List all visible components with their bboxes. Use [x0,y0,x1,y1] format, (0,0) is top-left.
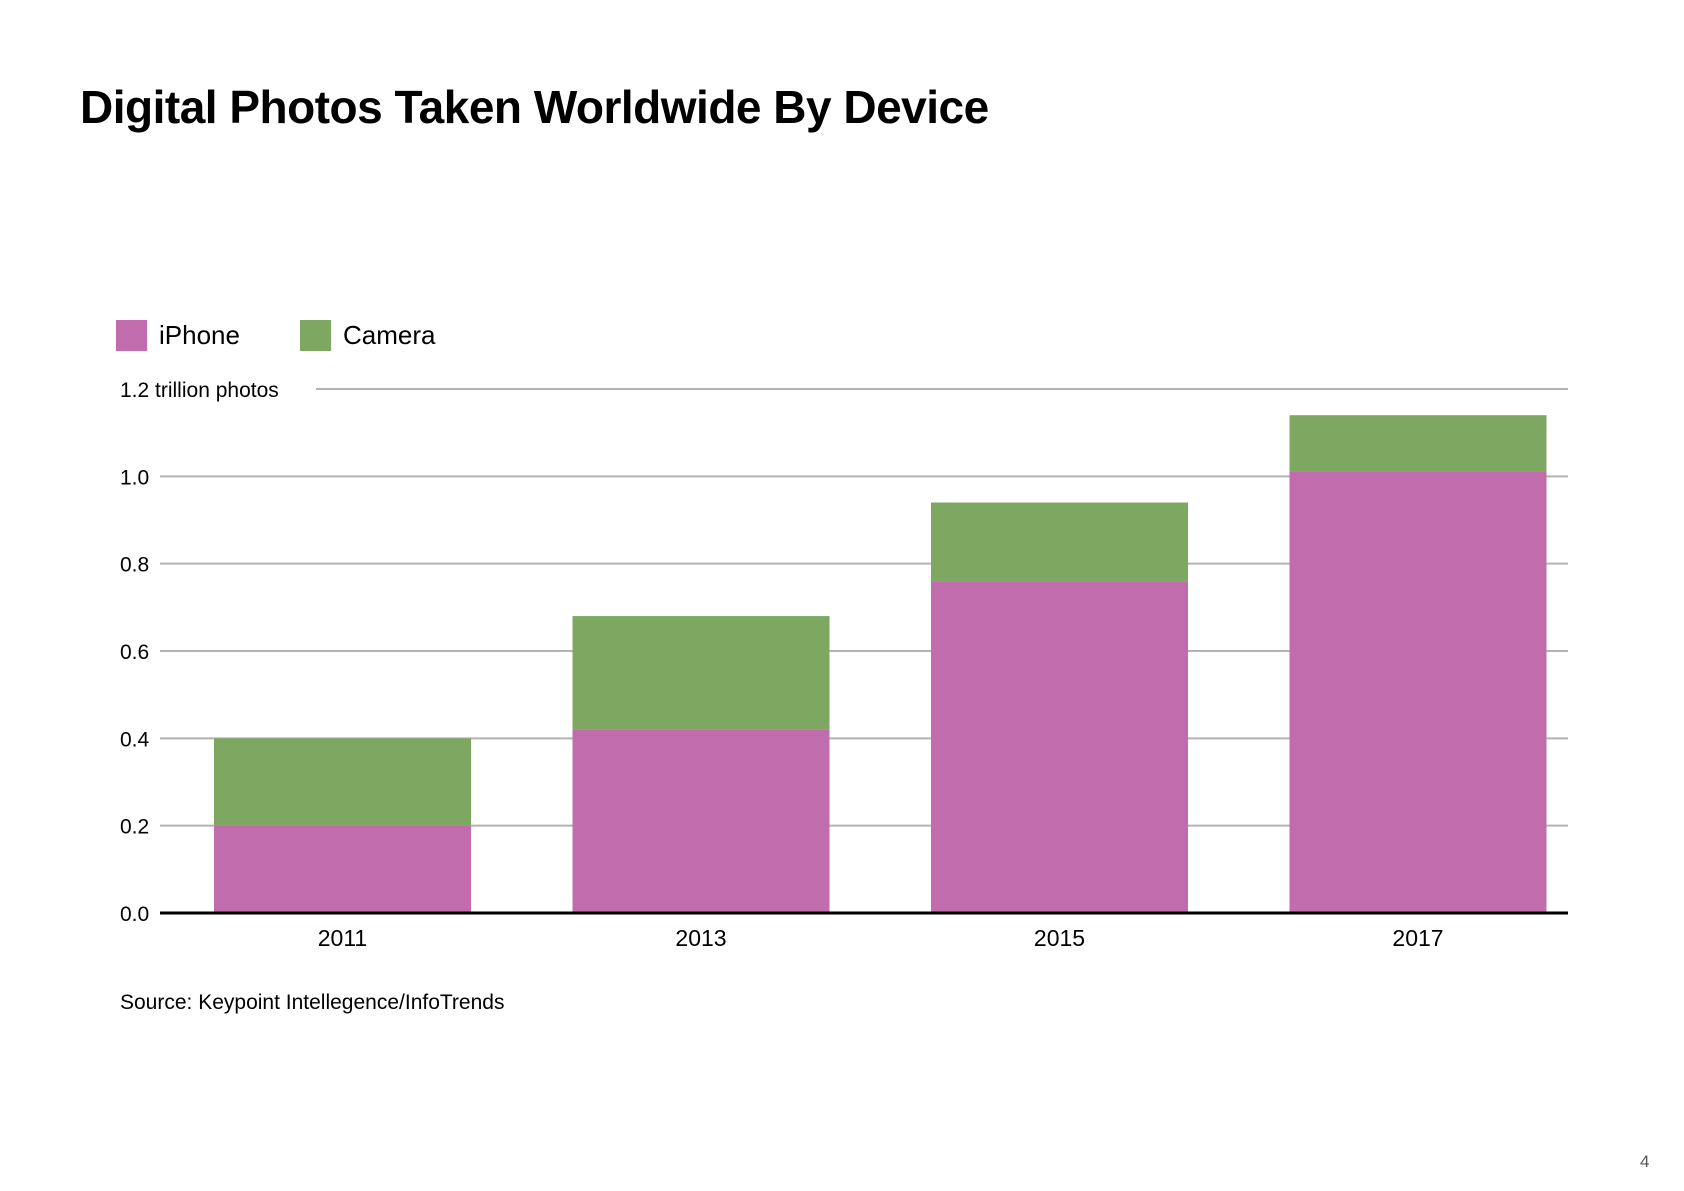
bar-camera-2013 [572,616,830,730]
page-number: 4 [1640,1152,1650,1171]
y-tick-label: 0.0 [120,903,149,926]
y-tick-label: 0.6 [120,641,149,664]
legend: iPhone Camera [116,320,495,351]
legend-item-iphone: iPhone [116,320,240,351]
bar-iphone-2015 [931,581,1188,913]
x-tick-label: 2017 [1392,925,1443,951]
legend-swatch-camera [299,320,331,351]
bar-iphone-2017 [1289,471,1547,913]
x-tick-label: 2015 [1034,925,1085,951]
chart-title: Digital Photos Taken Worldwide By Device [80,81,989,133]
bar-iphone-2011 [214,825,471,913]
y-tick-label: 1.2 trillion photos [120,379,279,402]
y-tick-label: 0.4 [120,728,150,751]
bar-iphone-2013 [572,729,830,913]
legend-swatch-iphone [116,320,147,351]
bar-camera-2017 [1289,415,1547,472]
x-tick-label: 2013 [675,925,726,951]
y-tick-label: 0.2 [120,816,149,839]
x-tick-label: 2011 [318,925,367,951]
legend-label-camera: Camera [342,320,436,350]
y-tick-label: 1.0 [120,466,149,489]
bar-camera-2015 [931,502,1188,582]
legend-label-iphone: iPhone [159,320,240,350]
source-note: Source: Keypoint Intellegence/InfoTrends [120,991,505,1014]
legend-item-camera: Camera [299,320,436,351]
bar-camera-2011 [214,738,471,826]
y-tick-label: 0.8 [120,554,149,577]
